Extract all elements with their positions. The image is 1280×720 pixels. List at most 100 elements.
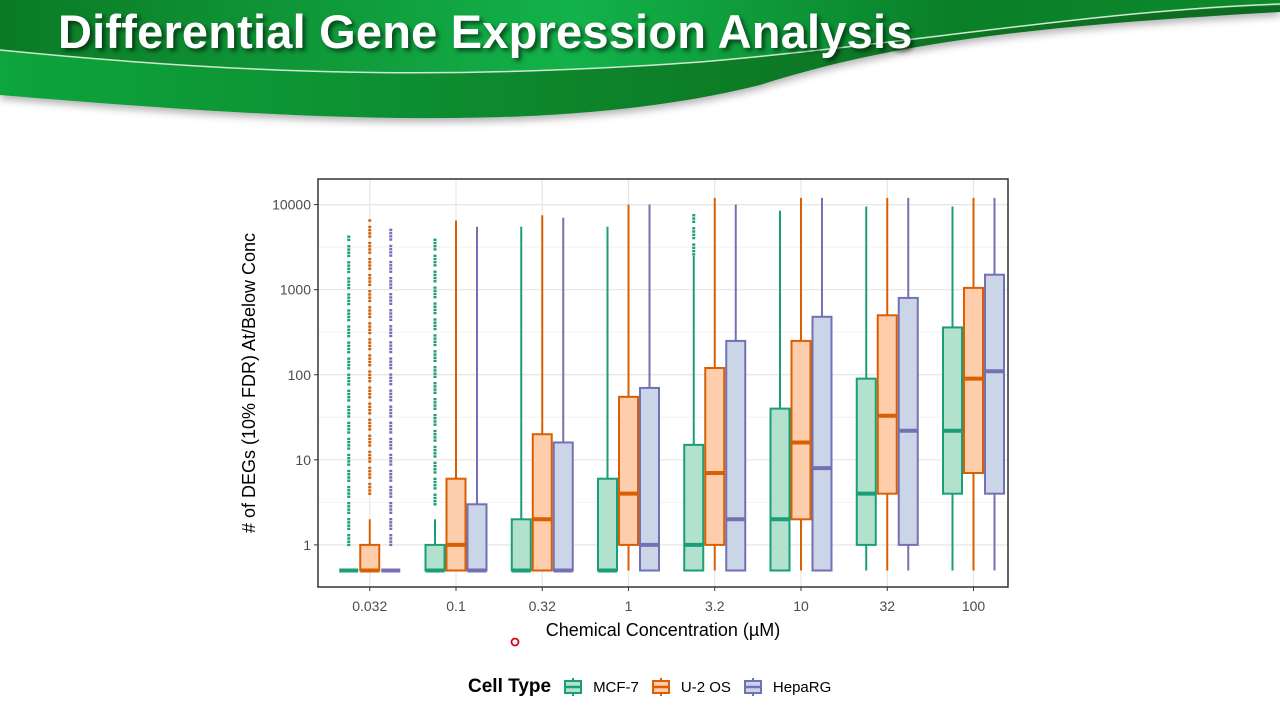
outlier-point xyxy=(389,299,393,302)
outlier-point xyxy=(347,431,351,434)
outlier-point xyxy=(368,424,372,428)
box-mcf7-0.1 xyxy=(424,238,446,573)
outlier-point xyxy=(433,359,437,363)
outlier-point xyxy=(389,460,393,463)
outlier-point xyxy=(368,437,372,441)
box-iqr xyxy=(855,377,877,546)
outlier-point xyxy=(389,476,393,479)
outlier-point xyxy=(389,408,393,412)
outlier-point xyxy=(368,241,372,245)
outlier-point xyxy=(368,486,372,489)
outlier-point xyxy=(433,280,437,283)
outlier-point xyxy=(389,251,393,254)
outlier-point xyxy=(389,312,393,315)
outlier-point xyxy=(433,461,437,465)
outlier-point xyxy=(389,411,393,415)
outlier-point xyxy=(347,261,351,264)
outlier-point xyxy=(389,235,393,238)
box-iqr xyxy=(984,273,1005,495)
outlier-point xyxy=(692,243,696,246)
outlier-point xyxy=(433,493,437,496)
outlier-point xyxy=(368,450,372,454)
box-iqr xyxy=(552,441,574,572)
outlier-point xyxy=(692,249,696,253)
y-tick-label: 1000 xyxy=(280,282,311,298)
outlier-point xyxy=(389,421,393,424)
outlier-point xyxy=(692,230,696,233)
box-iqr xyxy=(424,543,446,572)
outlier-point xyxy=(347,453,351,457)
box-iqr xyxy=(359,543,381,572)
outlier-point xyxy=(368,373,372,376)
outlier-point xyxy=(347,389,351,392)
outlier-point xyxy=(347,424,351,428)
outlier-point xyxy=(433,260,437,264)
outlier-point xyxy=(347,245,351,248)
outlier-point xyxy=(347,293,351,296)
outlier-point xyxy=(389,254,393,257)
outlier-point xyxy=(347,534,351,537)
box-u2os-100 xyxy=(963,197,984,571)
outlier-point xyxy=(433,245,437,248)
outlier-point xyxy=(692,227,696,230)
outlier-point xyxy=(347,543,351,547)
outlier-point xyxy=(368,228,372,232)
box-iqr xyxy=(531,433,553,572)
box-heparg-0.032 xyxy=(381,228,401,573)
box-iqr xyxy=(942,326,963,495)
outlier-point xyxy=(347,473,351,476)
outlier-point xyxy=(389,521,393,524)
outlier-point xyxy=(389,238,393,241)
y-tick-label: 1 xyxy=(303,537,311,553)
outlier-point xyxy=(389,244,393,248)
outlier-point xyxy=(347,405,351,409)
legend-item-mcf7: MCF-7 xyxy=(563,678,639,696)
outlier-point xyxy=(389,276,393,280)
outlier-point xyxy=(347,280,351,283)
outlier-point xyxy=(389,344,393,347)
outlier-point xyxy=(433,308,437,312)
outlier-point xyxy=(368,457,372,460)
outlier-point xyxy=(389,440,393,444)
outlier-point xyxy=(433,445,437,449)
outlier-point xyxy=(368,344,372,348)
legend: Cell Type MCF-7 U-2 OS HepaRG xyxy=(468,676,843,698)
outlier-point xyxy=(389,296,393,299)
box-u2os-0.32 xyxy=(531,215,553,572)
outlier-point xyxy=(433,401,437,404)
outlier-point xyxy=(368,225,372,229)
outlier-point xyxy=(368,469,372,473)
outlier-point xyxy=(389,247,393,251)
outlier-point xyxy=(433,292,437,296)
outlier-point xyxy=(389,382,393,386)
outlier-point xyxy=(389,389,393,392)
legend-key-icon xyxy=(651,678,670,696)
outlier-point xyxy=(347,469,351,473)
outlier-point xyxy=(368,235,372,238)
box-iqr xyxy=(597,477,618,572)
outlier-point xyxy=(368,386,372,389)
outlier-point xyxy=(347,489,351,492)
outlier-point xyxy=(389,534,393,537)
outlier-point xyxy=(389,472,393,476)
outlier-point xyxy=(389,469,393,473)
outlier-point xyxy=(433,452,437,455)
outlier-point xyxy=(368,492,372,495)
outlier-point xyxy=(389,427,393,431)
outlier-point xyxy=(389,399,393,402)
outlier-point xyxy=(347,270,351,274)
outlier-point xyxy=(433,273,437,277)
outlier-point xyxy=(368,306,372,309)
outlier-point xyxy=(433,436,437,439)
outlier-point xyxy=(389,527,393,531)
outlier-point xyxy=(389,444,393,447)
outlier-point xyxy=(347,518,351,521)
outlier-point xyxy=(389,360,393,363)
outlier-point xyxy=(368,331,372,335)
legend-key-icon xyxy=(564,678,583,696)
outlier-point xyxy=(368,277,372,280)
outlier-point xyxy=(433,321,437,324)
outlier-point xyxy=(389,231,393,235)
outlier-point xyxy=(389,260,393,264)
box-heparg-32 xyxy=(897,197,919,571)
